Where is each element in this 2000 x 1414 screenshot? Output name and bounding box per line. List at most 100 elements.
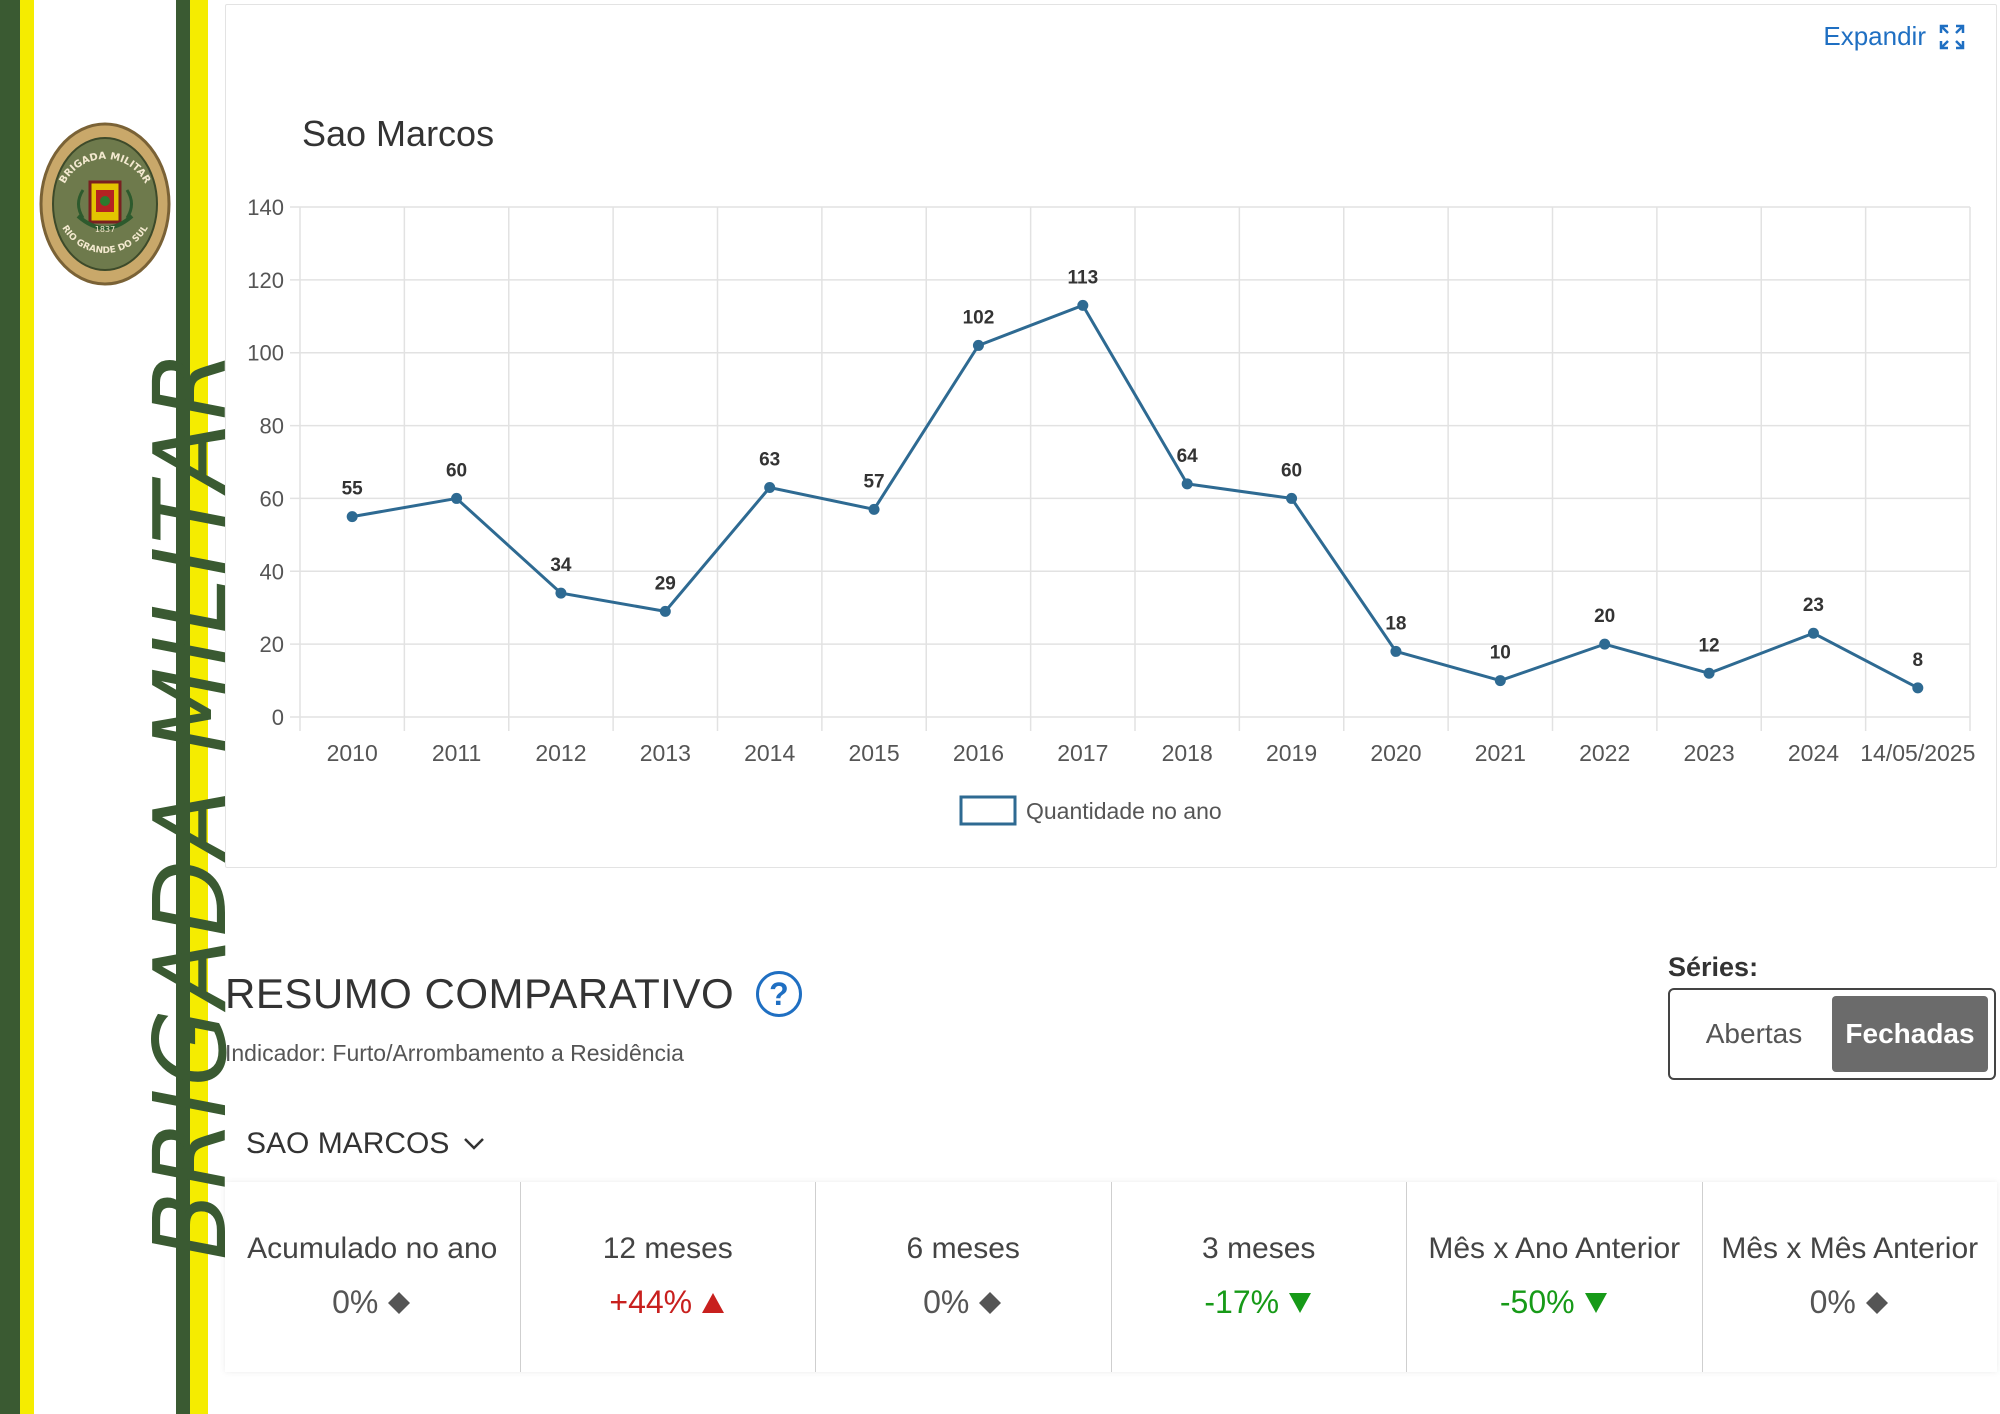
data-point — [1912, 682, 1924, 694]
diamond-icon — [388, 1291, 411, 1314]
y-tick-label: 20 — [260, 632, 284, 657]
data-point — [451, 492, 463, 504]
metric-label: 6 meses — [906, 1232, 1020, 1265]
metric-value: -50% — [1500, 1284, 1609, 1321]
x-tick-label: 2013 — [640, 740, 691, 766]
data-label: 113 — [1067, 267, 1098, 288]
metric-card: Acumulado no ano 0% — [225, 1182, 521, 1372]
expand-icon — [1939, 24, 1965, 49]
data-label: 23 — [1803, 595, 1824, 616]
data-label: 102 — [963, 307, 995, 328]
x-tick-label: 2016 — [953, 740, 1004, 766]
data-label: 29 — [655, 573, 676, 594]
metric-card: Mês x Mês Anterior 0% — [1703, 1182, 1998, 1372]
x-tick-label: 2015 — [848, 740, 899, 766]
x-tick-label: 14/05/2025 — [1860, 740, 1975, 766]
data-point — [1390, 645, 1402, 657]
metric-value: -17% — [1204, 1284, 1313, 1321]
series-line — [351, 303, 1919, 690]
data-point — [1494, 675, 1506, 687]
metric-value-text: 0% — [1809, 1284, 1856, 1320]
x-tick-label: 2024 — [1788, 740, 1839, 766]
question-circle-icon[interactable]: ? — [756, 971, 803, 1017]
chart-card: Expandir Sao Marcos 0 20 40 60 80 100 120 140 20… — [225, 4, 1997, 868]
data-label: 60 — [1281, 460, 1302, 481]
x-tick-label: 2017 — [1057, 740, 1108, 766]
x-tick-label: 2022 — [1579, 740, 1630, 766]
legend-swatch — [959, 795, 1017, 826]
metric-card: 6 meses 0% — [816, 1182, 1112, 1372]
data-point — [1807, 627, 1819, 639]
x-tick-label: 2018 — [1162, 740, 1213, 766]
triangle-up-icon — [702, 1292, 725, 1313]
data-label: 12 — [1698, 635, 1719, 656]
yellow-stripe — [20, 0, 34, 1414]
diamond-icon — [979, 1291, 1002, 1314]
metric-label: 3 meses — [1202, 1232, 1316, 1265]
data-point — [1181, 478, 1193, 490]
data-label: 34 — [550, 555, 572, 576]
series-toggle: Abertas Fechadas — [1668, 988, 1996, 1080]
metric-value-text: +44% — [609, 1284, 693, 1320]
x-tick-label: 2014 — [744, 740, 795, 766]
metric-label: Acumulado no ano — [247, 1232, 498, 1265]
green-stripe — [0, 0, 20, 1414]
x-tick-label: 2010 — [327, 740, 378, 766]
side-banner: BRIGADA MILITAR RIO GRANDE DO SUL 1837 B… — [0, 0, 249, 1414]
data-label: 18 — [1385, 613, 1406, 634]
metric-value-text: 0% — [923, 1284, 970, 1320]
green-stripe — [176, 0, 190, 1414]
y-tick-label: 140 — [247, 195, 284, 220]
data-label: 63 — [759, 450, 780, 471]
series-label: Séries: — [1668, 952, 1759, 982]
metric-card: Mês x Ano Anterior -50% — [1407, 1182, 1703, 1372]
metric-value-text: -17% — [1204, 1284, 1280, 1320]
metric-label: Mês x Mês Anterior — [1721, 1232, 1979, 1265]
metrics-panel: Acumulado no ano 0% 12 meses +44% 6 meses 0% 3… — [225, 1182, 1997, 1372]
x-tick-label: 2012 — [535, 740, 586, 766]
data-label: 10 — [1490, 643, 1511, 664]
yellow-stripe — [190, 0, 208, 1414]
x-tick-label: 2020 — [1370, 740, 1421, 766]
x-tick-label: 2019 — [1266, 740, 1317, 766]
y-tick-label: 120 — [247, 268, 284, 293]
data-point — [972, 339, 984, 351]
metric-value: +44% — [609, 1284, 726, 1321]
triangle-down-icon — [1584, 1292, 1607, 1313]
resumo-section-title: RESUMO COMPARATIVO ? — [225, 970, 803, 1018]
x-tick-label: 2021 — [1475, 740, 1526, 766]
y-tick-label: 60 — [260, 486, 284, 511]
data-label: 57 — [863, 471, 884, 492]
data-point — [764, 482, 776, 493]
location-dropdown[interactable]: SAO MARCOS — [246, 1127, 485, 1161]
y-tick-label: 80 — [260, 414, 284, 439]
y-tick-label: 100 — [247, 341, 284, 366]
expand-button[interactable]: Expandir — [1823, 21, 1966, 52]
data-point — [1599, 638, 1611, 650]
data-point — [659, 605, 671, 617]
data-point — [346, 511, 358, 523]
triangle-down-icon — [1289, 1292, 1312, 1313]
data-point — [1077, 299, 1089, 311]
data-point — [555, 587, 567, 599]
data-label: 60 — [446, 460, 467, 481]
metric-value-text: -50% — [1499, 1284, 1575, 1320]
series-option-fechadas[interactable]: Fechadas — [1832, 996, 1988, 1072]
metric-value: 0% — [1810, 1284, 1890, 1321]
series-option-abertas[interactable]: Abertas — [1705, 1018, 1803, 1049]
data-label: 64 — [1177, 446, 1199, 467]
x-tick-label: 2011 — [432, 740, 481, 766]
svg-text:1837: 1837 — [95, 225, 115, 234]
chart-title: Sao Marcos — [302, 113, 495, 154]
data-label: 20 — [1594, 606, 1615, 627]
data-point — [868, 503, 880, 515]
metric-value-text: 0% — [332, 1284, 379, 1320]
data-label: 55 — [342, 479, 364, 500]
y-tick-label: 40 — [260, 559, 284, 584]
x-tick-label: 2023 — [1683, 740, 1734, 766]
data-label: 8 — [1913, 650, 1924, 671]
metric-card: 12 meses +44% — [521, 1182, 816, 1372]
indicator-label: Indicador: Furto/Arrombamento a Residênc… — [225, 1040, 684, 1066]
legend-label: Quantidade no ano — [1026, 798, 1222, 824]
